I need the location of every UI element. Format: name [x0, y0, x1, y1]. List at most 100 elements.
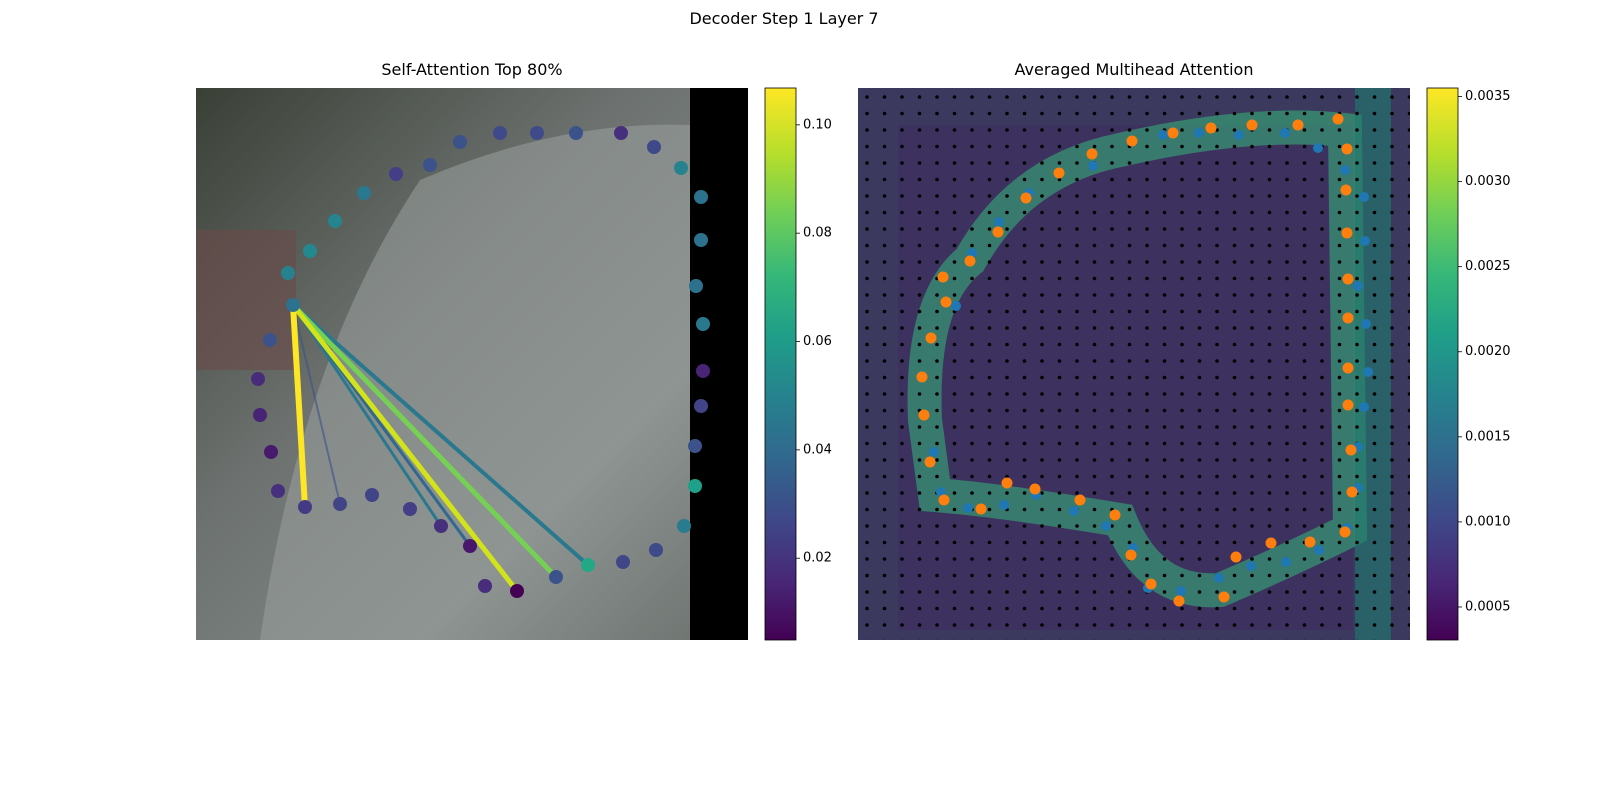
point: [1230, 551, 1242, 563]
point: [1353, 281, 1363, 291]
point: [423, 158, 437, 172]
point: [918, 409, 930, 421]
point: [251, 372, 265, 386]
point: [999, 500, 1009, 510]
point: [389, 167, 403, 181]
point: [1173, 595, 1185, 607]
point: [530, 126, 544, 140]
colorbar-tick-label: 0.10: [803, 117, 832, 132]
point: [649, 543, 663, 557]
point: [1340, 184, 1352, 196]
point: [569, 126, 583, 140]
point: [1359, 402, 1369, 412]
point: [967, 248, 977, 258]
point: [1088, 161, 1098, 171]
point: [940, 296, 952, 308]
point: [1205, 122, 1217, 134]
point: [924, 456, 936, 468]
point: [1340, 165, 1350, 175]
point: [1339, 526, 1351, 538]
point: [647, 140, 661, 154]
point: [616, 555, 630, 569]
point: [696, 364, 710, 378]
point: [333, 497, 347, 511]
point: [463, 539, 477, 553]
colorbar-tick-label: 0.0020: [1465, 344, 1511, 359]
point: [1346, 486, 1358, 498]
point: [1126, 135, 1138, 147]
point: [1194, 128, 1204, 138]
point: [936, 487, 946, 497]
point: [298, 500, 312, 514]
point: [694, 190, 708, 204]
point: [689, 279, 703, 293]
point: [1069, 506, 1079, 516]
point: [614, 126, 628, 140]
colorbar-tick-label: 0.04: [803, 442, 832, 457]
point: [1342, 312, 1354, 324]
point: [1265, 537, 1277, 549]
colorbar-tick-label: 0.06: [803, 334, 832, 349]
panel-title: Self-Attention Top 80%: [381, 60, 562, 79]
point: [694, 399, 708, 413]
point: [263, 333, 277, 347]
point: [1363, 367, 1373, 377]
colorbar-tick-label: 0.08: [803, 226, 832, 241]
colorbar-tick-label: 0.0015: [1465, 429, 1511, 444]
point: [1218, 591, 1230, 603]
point: [916, 371, 928, 383]
point: [694, 233, 708, 247]
point: [1125, 549, 1137, 561]
point: [281, 266, 295, 280]
colorbar: [1426, 87, 1459, 641]
point: [674, 161, 688, 175]
colorbar-tick-label: 0.0010: [1465, 514, 1511, 529]
point: [1292, 119, 1304, 131]
point: [963, 503, 973, 513]
point: [478, 579, 492, 593]
point: [1345, 444, 1357, 456]
point: [937, 271, 949, 283]
point: [975, 503, 987, 515]
point: [453, 135, 467, 149]
point: [1342, 399, 1354, 411]
point: [994, 217, 1004, 227]
point: [510, 584, 524, 598]
point: [271, 484, 285, 498]
point: [1020, 192, 1032, 204]
point: [938, 494, 950, 506]
figure-title: Decoder Step 1 Layer 7: [689, 9, 878, 28]
point: [1167, 127, 1179, 139]
point: [925, 332, 937, 344]
point: [677, 519, 691, 533]
point: [581, 558, 595, 572]
point: [1158, 130, 1168, 140]
colorbar-tick-label: 0.0035: [1465, 89, 1511, 104]
point: [1053, 167, 1065, 179]
point: [328, 214, 342, 228]
point: [1359, 192, 1369, 202]
colorbar-tick-label: 0.0025: [1465, 259, 1511, 274]
point: [1109, 509, 1121, 521]
point: [1101, 521, 1111, 531]
point: [929, 447, 939, 457]
point: [1246, 561, 1256, 571]
point: [1304, 536, 1316, 548]
point: [1360, 236, 1370, 246]
point: [1145, 578, 1157, 590]
point: [1176, 586, 1186, 596]
point: [1361, 319, 1371, 329]
point: [1332, 113, 1344, 125]
point: [1001, 477, 1013, 489]
point: [493, 126, 507, 140]
point: [1341, 143, 1353, 155]
point: [1342, 362, 1354, 374]
panel-title: Averaged Multihead Attention: [1015, 60, 1254, 79]
point: [688, 439, 702, 453]
point: [1280, 128, 1290, 138]
point: [1234, 130, 1244, 140]
point: [1086, 148, 1098, 160]
point: [992, 226, 1004, 238]
colorbar: [764, 87, 797, 641]
point: [1281, 557, 1291, 567]
